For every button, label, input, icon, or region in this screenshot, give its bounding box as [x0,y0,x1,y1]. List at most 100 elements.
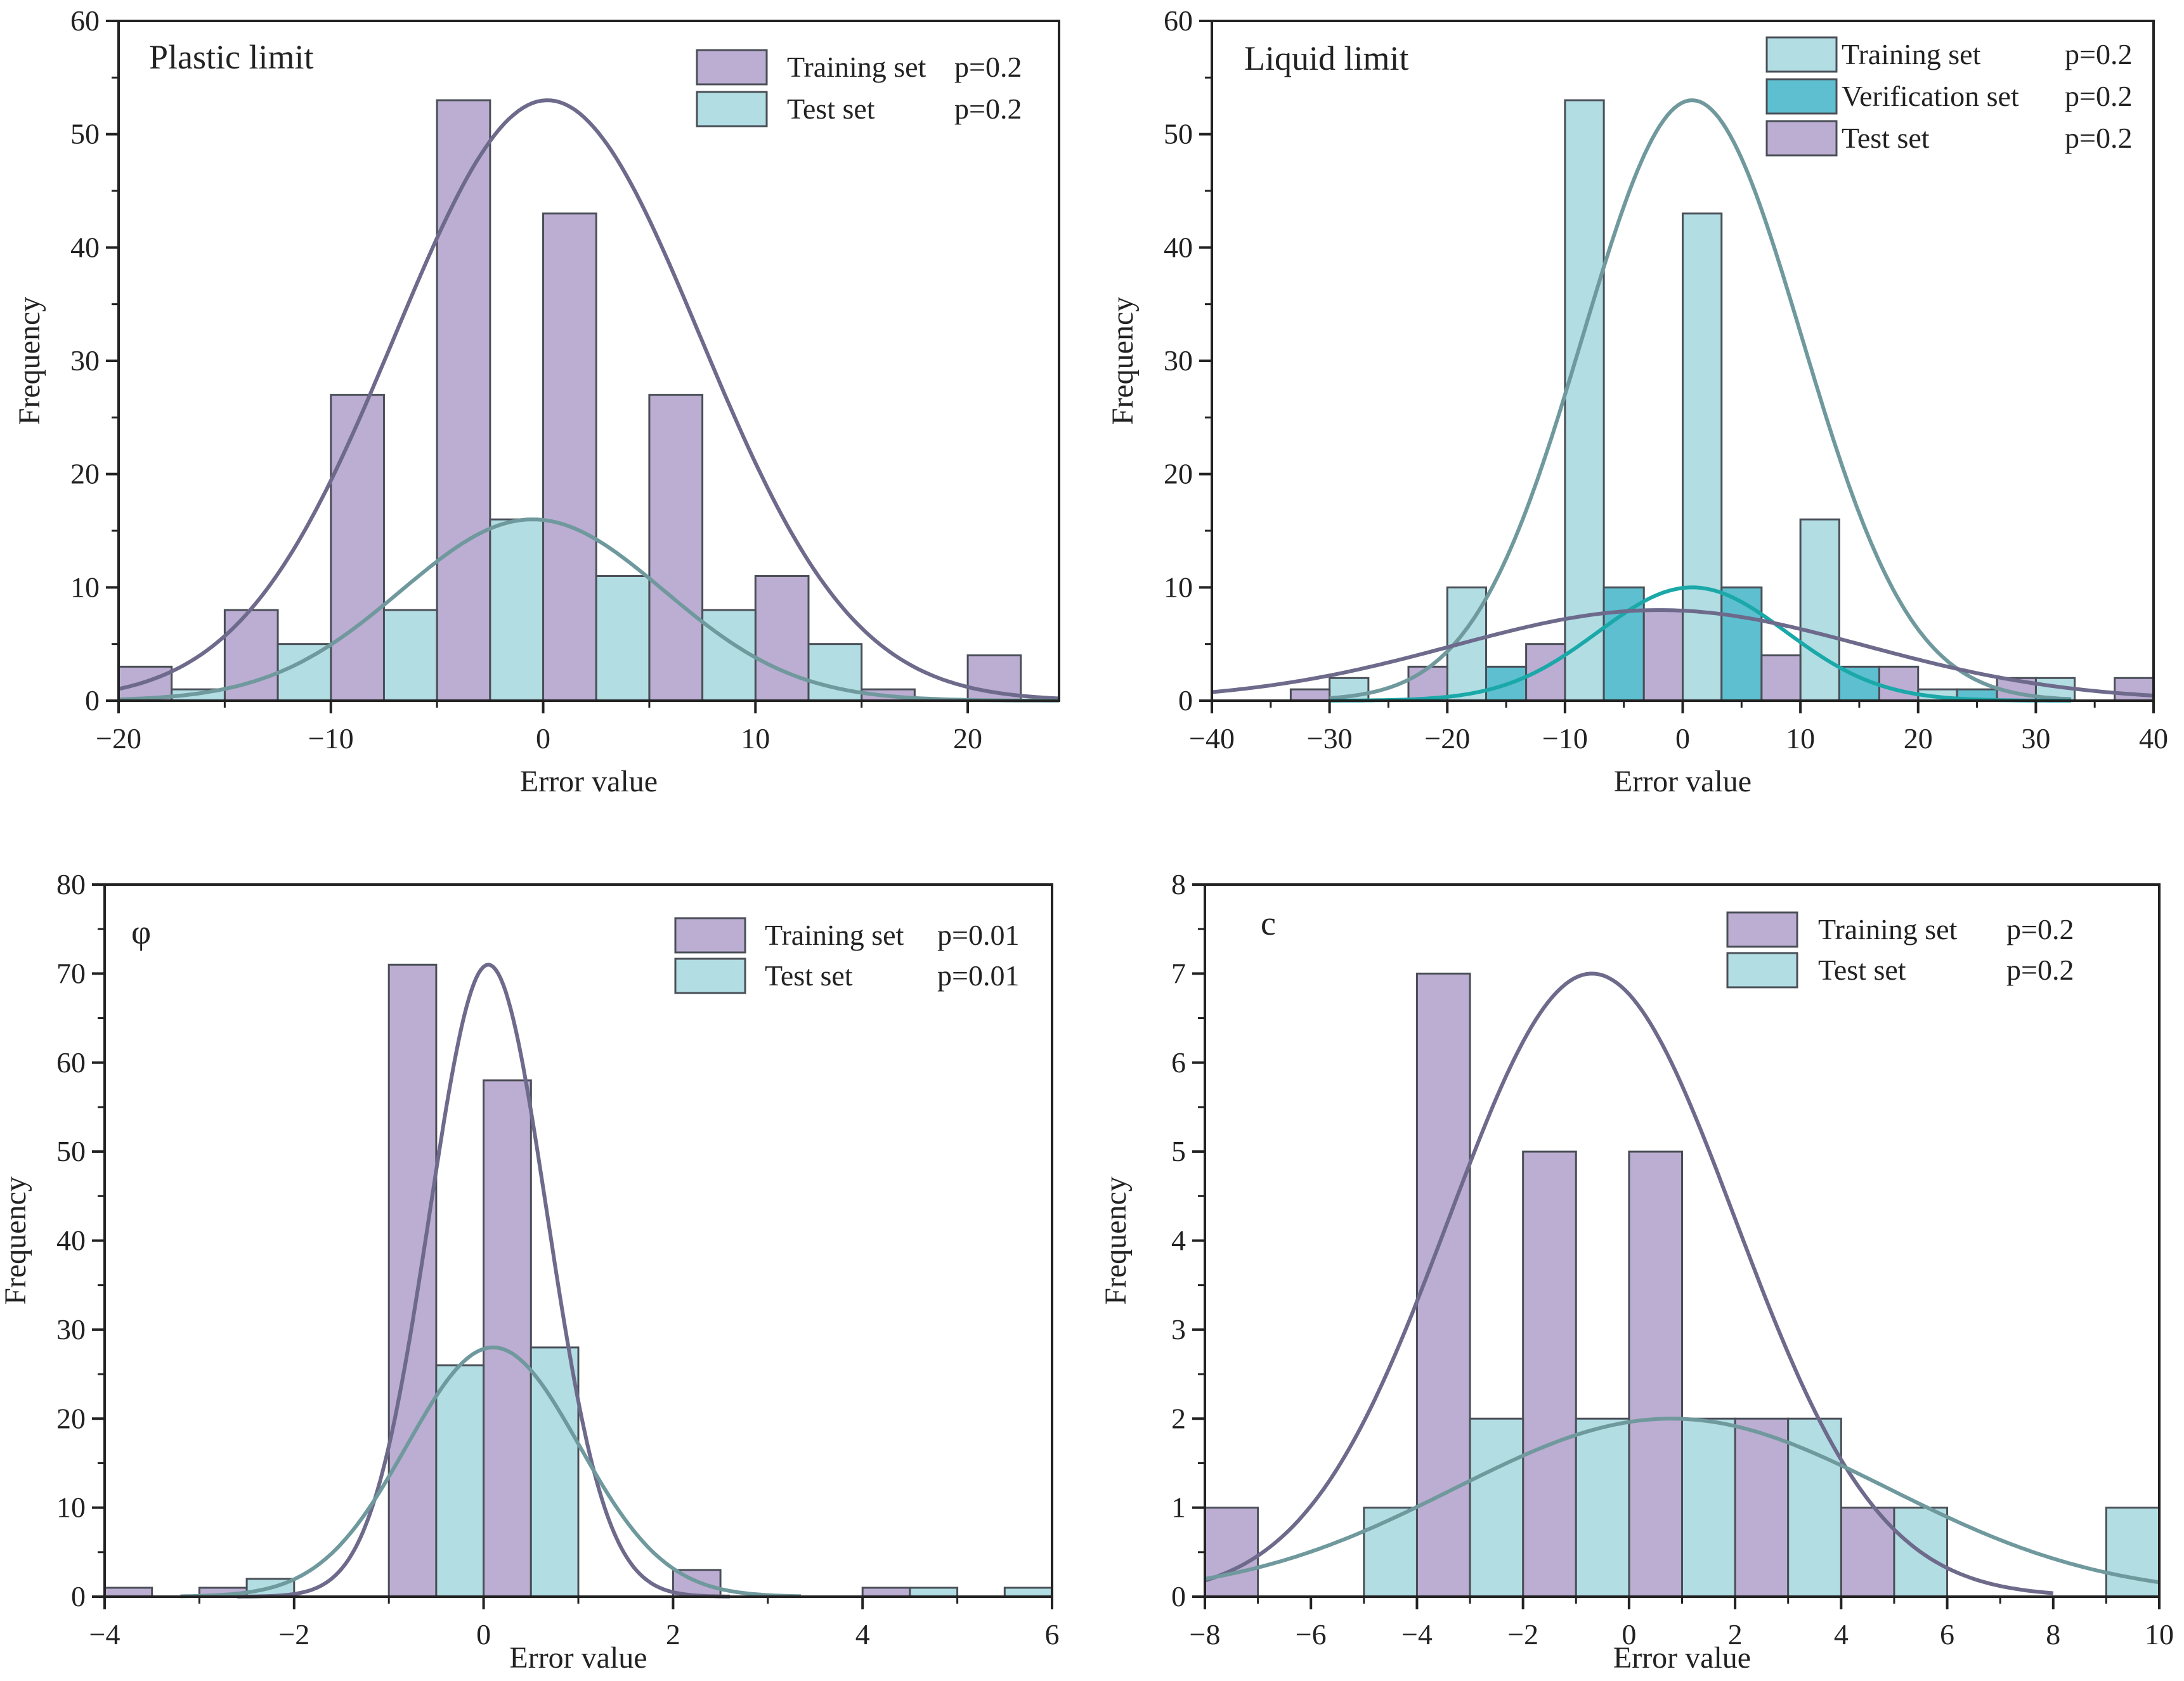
y-tick-label: 50 [70,118,100,150]
chart-title: Liquid limit [1244,39,1409,77]
legend-label: Training set [787,51,926,83]
y-tick-label: 60 [56,1046,86,1079]
x-tick-label: −10 [308,722,354,755]
x-tick-label: 20 [953,722,982,755]
normal-fit-curve [1204,971,2054,1595]
y-tick-label: 4 [1171,1224,1186,1257]
x-tick-label: 4 [1834,1618,1849,1651]
histogram-bar [1720,586,1763,702]
legend-swatch [696,91,768,127]
y-tick-label: 10 [56,1491,86,1524]
y-tick-label: 10 [1164,571,1193,603]
legend-p-value: p=0.2 [2065,38,2132,70]
histogram-bar [1204,1507,1259,1598]
legend-label: Training set [765,919,904,951]
histogram-bar [387,963,438,1598]
y-tick-label: 0 [1171,1580,1186,1613]
histogram-bar [909,1587,959,1598]
y-tick-label: 40 [70,231,100,263]
legend-swatch [1765,78,1838,115]
y-tick-label: 50 [1164,118,1193,150]
histogram-bar [648,394,704,702]
chart-panel-1: −20 −10 0 10 20 0 10 20 30 40 50 60 Error value Frequ… [13,4,1060,798]
y-axis-label: Frequency [13,297,46,425]
histogram-bar [1407,665,1448,702]
legend-swatch [1765,120,1838,157]
y-tick-label: 40 [56,1224,86,1257]
x-axis-label: Error value [1613,1641,1751,1675]
normal-fit-curve [1211,608,2154,698]
legend-swatch [1726,952,1798,989]
histogram-bar [1469,1417,1524,1598]
normal-fit-curve [1329,585,2072,703]
x-tick-label: 10 [1786,722,1815,755]
legend-label: Training set [1818,913,1958,945]
y-tick-label: 1 [1171,1491,1186,1524]
x-tick-label: −4 [1401,1618,1433,1651]
y-tick-label: 6 [1171,1046,1186,1079]
histogram-bar [483,1079,532,1598]
x-tick-label: 40 [2139,722,2168,755]
x-tick-label: 30 [2021,722,2050,755]
normal-fit-curve [180,1345,802,1599]
x-tick-label: 0 [1675,722,1690,755]
y-tick-label: 30 [1164,344,1193,377]
legend-p-value: p=0.2 [2065,122,2132,154]
histogram-bar [1525,643,1566,702]
legend-label: Test set [765,959,853,992]
histogram-bar [1682,212,1723,702]
x-tick-label: 6 [1940,1618,1954,1651]
legend-p-value: p=0.01 [937,919,1019,951]
legend-label: Test set [1818,954,1906,986]
normal-fit-curve [118,517,1059,703]
histogram-bar [530,1346,580,1598]
y-tick-label: 0 [85,684,100,717]
histogram-bar [754,574,810,702]
histogram-bar [330,394,385,702]
y-tick-label: 3 [1171,1313,1186,1346]
histogram-bar [1734,1417,1790,1598]
x-tick-label: −8 [1190,1618,1221,1651]
legend-swatch [674,917,746,954]
histogram-bar [2105,1507,2161,1598]
y-tick-label: 20 [56,1402,86,1434]
legend-label: Test set [787,93,875,125]
legend-p-value: p=0.2 [954,93,1022,125]
legend-p-value: p=0.2 [954,51,1022,83]
histogram-bar [435,1364,485,1598]
x-tick-label: 0 [1622,1618,1636,1651]
x-tick-label: −4 [89,1618,120,1651]
y-tick-label: 8 [1171,868,1186,900]
y-tick-label: 40 [1164,231,1193,263]
y-tick-label: 20 [1164,458,1193,490]
y-axis-label: Frequency [1099,1176,1133,1305]
legend-swatch [674,957,746,994]
x-tick-label: −6 [1296,1618,1327,1651]
y-tick-label: 5 [1171,1135,1186,1167]
histogram-bar [2114,677,2155,702]
x-axis-label: Error value [520,765,658,798]
histogram-bar [382,609,438,702]
chart-panel-4: −8 −6 −4 −2 0 2 4 6 8 10 0 1 2 3 4 5 6 7 8 Error value Frequ… [1099,868,2174,1675]
y-tick-label: 30 [70,344,100,377]
legend-swatch [696,49,768,86]
histogram-bar [1564,99,1605,702]
histogram-bar [1799,518,1840,702]
y-tick-label: 10 [70,571,100,603]
y-tick-label: 70 [56,957,86,989]
chart-title: φ [131,913,151,951]
y-tick-label: 30 [56,1313,86,1346]
x-tick-label: −20 [96,722,141,755]
x-tick-label: 0 [476,1618,491,1651]
y-tick-label: 20 [70,458,100,490]
legend-p-value: p=0.2 [2065,80,2132,112]
histogram-bar [1642,609,1684,702]
histogram-bar [489,518,545,702]
y-tick-label: 7 [1171,957,1186,989]
y-tick-label: 60 [70,4,100,37]
histogram-bar [1522,1150,1577,1598]
normal-fit-curve [237,963,731,1599]
y-tick-label: 2 [1171,1402,1186,1434]
legend-label: Test set [1842,122,1930,154]
